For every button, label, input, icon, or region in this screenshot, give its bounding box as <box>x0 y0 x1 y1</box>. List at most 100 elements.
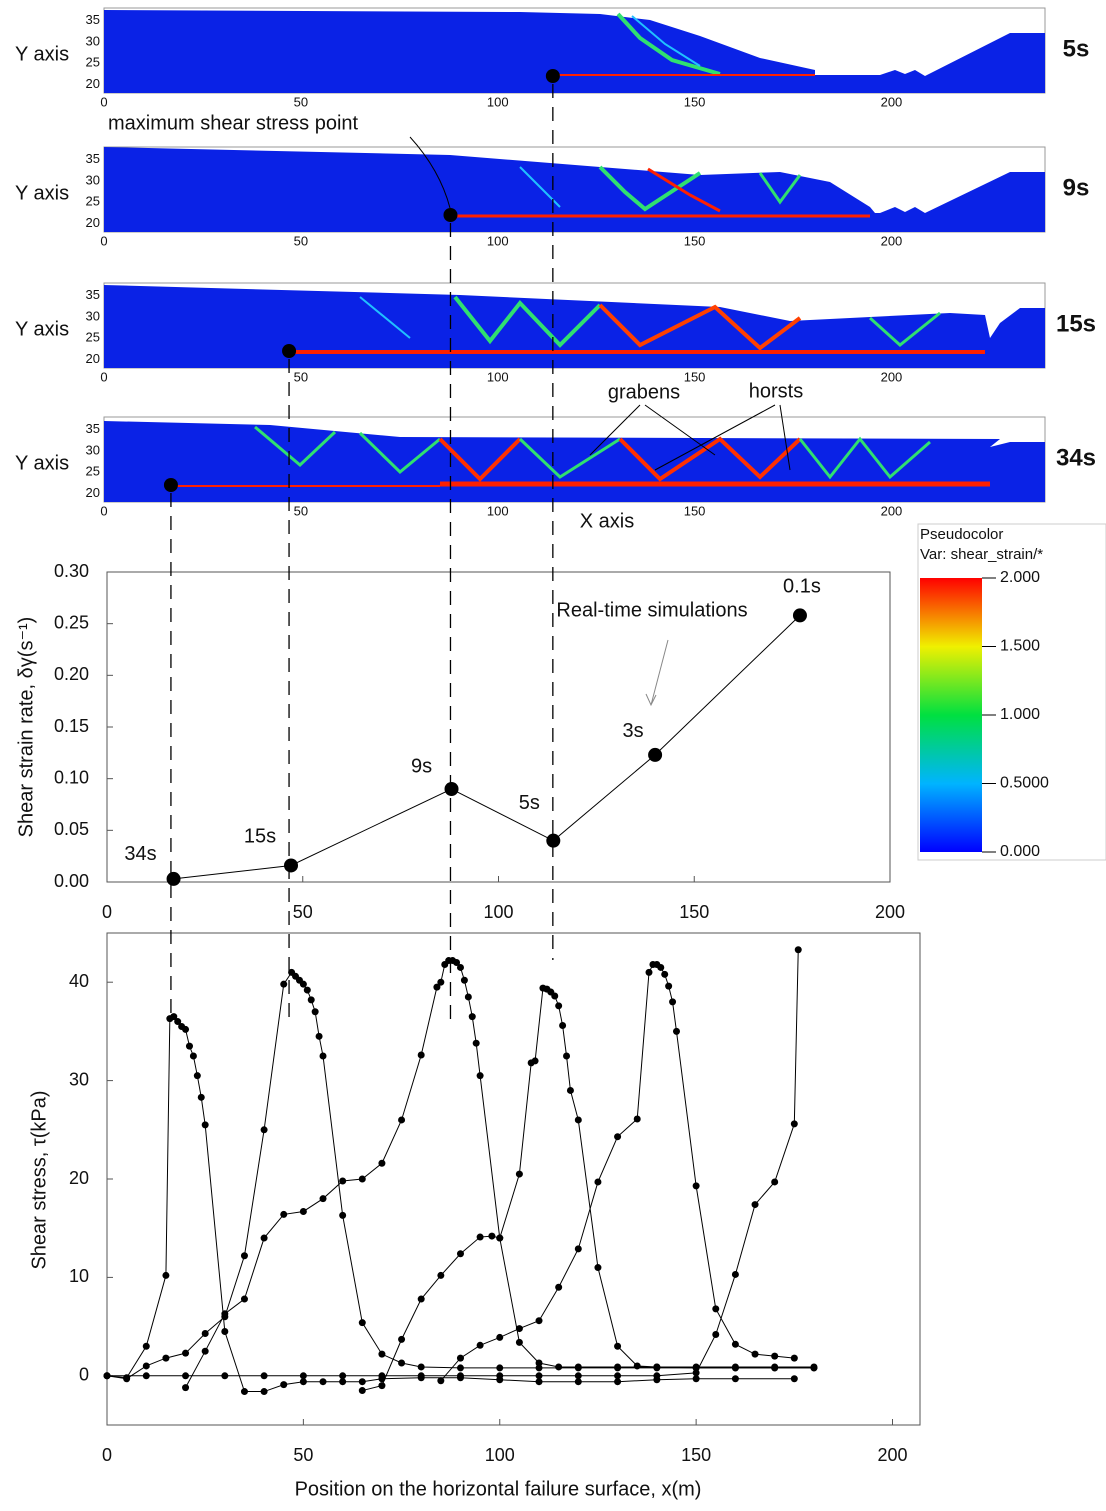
data-point <box>771 1364 779 1372</box>
data-line <box>106 971 814 1380</box>
data-point <box>692 1369 700 1377</box>
data-point <box>299 1372 307 1380</box>
y-tick-label: 40 <box>69 971 89 991</box>
data-point <box>182 1025 190 1033</box>
sim-panel <box>103 146 1046 233</box>
x-tick-label: 0 <box>100 503 107 518</box>
data-point <box>794 946 802 954</box>
data-point <box>221 1372 229 1380</box>
colorbar-tick-label: 1.500 <box>1000 638 1040 655</box>
data-point <box>657 963 665 971</box>
data-point <box>280 1210 288 1218</box>
x-tick-label: 150 <box>684 94 706 109</box>
data-point <box>456 963 464 971</box>
data-point <box>260 1234 268 1242</box>
data-point <box>645 968 653 976</box>
x-tick-label: 200 <box>881 369 903 384</box>
point-label: 3s <box>623 720 644 742</box>
data-point <box>299 1207 307 1215</box>
leader-line <box>589 404 716 456</box>
data-point <box>771 1352 779 1360</box>
data-point <box>398 1359 406 1367</box>
data-point <box>339 1372 347 1380</box>
data-point <box>358 1387 366 1395</box>
shear-band <box>598 165 702 212</box>
data-point <box>166 871 181 886</box>
data-point <box>692 1182 700 1190</box>
arrow <box>645 639 669 707</box>
data-point <box>472 1039 480 1047</box>
data-point <box>712 1305 720 1313</box>
data-point <box>496 1372 504 1380</box>
x-tick-label: 200 <box>877 1445 907 1465</box>
point-label: 9s <box>411 755 432 777</box>
y-tick-label: 0.25 <box>54 612 89 632</box>
time-label: 9s <box>1063 174 1090 201</box>
data-point <box>378 1350 386 1358</box>
x-tick-label: 200 <box>875 902 905 922</box>
y-tick-label: 35 <box>86 12 100 27</box>
terrain <box>104 421 1045 502</box>
data-point <box>398 1335 406 1343</box>
data-point <box>417 1363 425 1371</box>
data-point <box>142 1372 150 1380</box>
y-tick-label: 20 <box>86 76 100 91</box>
sim-panel <box>103 416 1046 503</box>
x-tick-label: 0 <box>100 233 107 248</box>
data-point <box>240 1295 248 1303</box>
shear-band <box>518 437 621 479</box>
data-point <box>378 1382 386 1390</box>
data-point <box>182 1349 190 1357</box>
y-tick-label: 30 <box>86 308 100 323</box>
data-point <box>319 1378 327 1386</box>
y-tick-label: 25 <box>86 194 100 209</box>
legend-title: Pseudocolor <box>920 526 1003 543</box>
x-tick-label: 50 <box>294 369 308 384</box>
x-tick-label: 100 <box>487 503 509 518</box>
data-point <box>563 1052 571 1060</box>
data-point <box>661 970 669 978</box>
colorbar-tick-label: 1.000 <box>1000 706 1040 723</box>
data-point <box>515 1325 523 1333</box>
x-tick-label: 100 <box>485 1445 515 1465</box>
shear-band <box>616 12 721 76</box>
data-point <box>731 1375 739 1383</box>
sim-panel <box>103 282 1046 369</box>
y-tick-label: 30 <box>69 1069 89 1089</box>
data-point <box>339 1378 347 1386</box>
data-line <box>107 949 799 1377</box>
y-axis-label: Shear strain rate, δγ(s⁻¹) <box>15 617 37 838</box>
data-point <box>574 1372 582 1380</box>
data-point <box>339 1177 347 1185</box>
leader-line <box>654 404 791 471</box>
x-tick-label: 100 <box>487 233 509 248</box>
data-point <box>535 1378 543 1386</box>
data-point <box>260 1372 268 1380</box>
data-point <box>771 1178 779 1186</box>
data-point <box>201 1121 209 1129</box>
data-point <box>496 1364 504 1372</box>
legend-subtitle: Var: shear_strain/* <box>920 546 1043 563</box>
y-tick-label: 0 <box>79 1365 89 1385</box>
data-point <box>142 1342 150 1350</box>
data-point <box>319 1052 327 1060</box>
shear-band <box>254 425 337 468</box>
data-point <box>358 1175 366 1183</box>
x-tick-label: 50 <box>294 94 308 109</box>
y-tick-label: 20 <box>86 351 100 366</box>
data-point <box>546 833 561 848</box>
data-point <box>417 1051 425 1059</box>
data-point <box>653 1363 661 1371</box>
data-line <box>440 963 795 1382</box>
x-tick-label: 0 <box>102 902 112 922</box>
y-tick-label: 20 <box>86 215 100 230</box>
data-line <box>106 1016 795 1393</box>
data-point <box>731 1270 739 1278</box>
terrain <box>104 10 1045 93</box>
point-label: 0.1s <box>783 576 821 598</box>
data-point <box>515 1338 523 1346</box>
data-point <box>311 1008 319 1016</box>
data-point <box>614 1378 622 1386</box>
marker <box>545 69 560 83</box>
time-label: 15s <box>1056 310 1096 337</box>
